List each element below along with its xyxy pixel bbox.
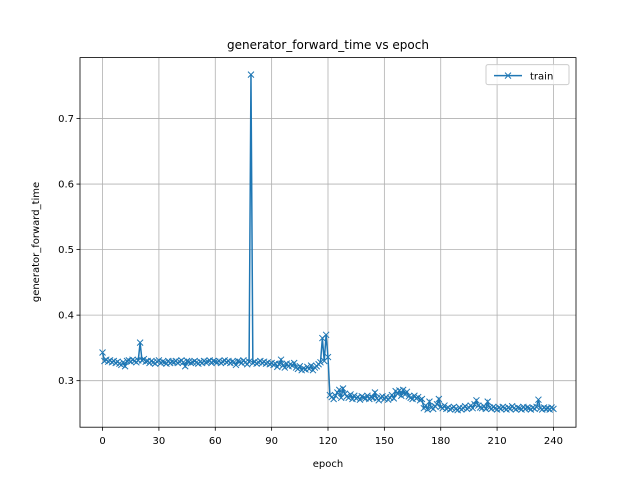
marker xyxy=(335,386,343,394)
marker xyxy=(535,396,542,404)
marker xyxy=(345,394,353,402)
marker xyxy=(523,404,531,411)
marker xyxy=(317,358,324,366)
marker xyxy=(339,385,347,392)
marker xyxy=(482,405,490,413)
marker xyxy=(136,339,144,347)
x-tick-label: 240 xyxy=(544,436,563,447)
marker xyxy=(159,358,167,366)
x-tick-label: 0 xyxy=(99,436,105,447)
marker xyxy=(202,358,210,366)
marker xyxy=(322,331,330,339)
marker xyxy=(210,357,217,365)
y-tick-label: 0.6 xyxy=(58,180,74,191)
chart-title: generator_forward_time vs epoch xyxy=(227,38,429,52)
marker xyxy=(550,405,557,413)
marker xyxy=(371,389,379,396)
marker xyxy=(435,395,443,403)
y-tick-label: 0.7 xyxy=(58,114,74,125)
x-tick-label: 180 xyxy=(431,436,450,447)
marker xyxy=(234,357,242,365)
marker xyxy=(514,404,522,411)
x-tick-label: 90 xyxy=(265,436,278,447)
marker xyxy=(469,404,477,412)
y-tick-label: 0.4 xyxy=(58,311,74,322)
marker xyxy=(360,394,368,402)
marker xyxy=(290,359,298,367)
marker xyxy=(99,349,106,356)
marker xyxy=(324,353,332,361)
x-tick-label: 150 xyxy=(375,436,394,447)
marker xyxy=(332,392,339,400)
marker xyxy=(247,71,255,78)
marker xyxy=(245,358,253,366)
x-tick-label: 30 xyxy=(153,436,166,447)
marker xyxy=(364,392,371,400)
marker xyxy=(296,362,304,370)
marker xyxy=(275,360,283,368)
marker xyxy=(471,400,478,408)
marker xyxy=(367,393,375,401)
x-tick-label: 120 xyxy=(318,436,337,447)
y-tick-label: 0.5 xyxy=(58,245,74,256)
marker xyxy=(181,362,189,370)
marker xyxy=(277,356,285,364)
x-axis-label: epoch xyxy=(313,459,343,470)
legend-marker xyxy=(504,72,512,79)
y-axis-label: generator_forward_time xyxy=(31,182,42,302)
marker xyxy=(397,392,405,400)
marker xyxy=(356,396,364,404)
marker xyxy=(394,390,401,398)
marker xyxy=(121,362,129,370)
marker xyxy=(390,395,398,402)
marker xyxy=(441,402,448,409)
marker xyxy=(424,406,431,413)
x-tick-label: 210 xyxy=(488,436,507,447)
legend-label: train xyxy=(530,72,553,83)
marker xyxy=(533,403,540,411)
marker xyxy=(119,358,127,366)
marker xyxy=(418,395,426,403)
legend-box xyxy=(485,64,570,86)
marker xyxy=(399,386,407,394)
marker xyxy=(142,358,150,366)
marker xyxy=(414,393,422,401)
marker xyxy=(476,404,484,411)
plot-frame xyxy=(79,57,577,428)
marker xyxy=(183,357,191,365)
marker xyxy=(433,400,441,408)
marker xyxy=(307,362,315,369)
marker xyxy=(347,391,354,398)
marker xyxy=(281,364,289,371)
x-tick-label: 60 xyxy=(209,436,222,447)
marker xyxy=(187,359,195,367)
y-tick-label: 0.3 xyxy=(58,376,74,387)
marker xyxy=(305,365,313,373)
marker xyxy=(403,388,411,396)
marker xyxy=(473,396,480,404)
marker xyxy=(484,398,492,405)
marker xyxy=(426,398,433,405)
marker xyxy=(179,358,187,366)
marker xyxy=(330,395,337,403)
